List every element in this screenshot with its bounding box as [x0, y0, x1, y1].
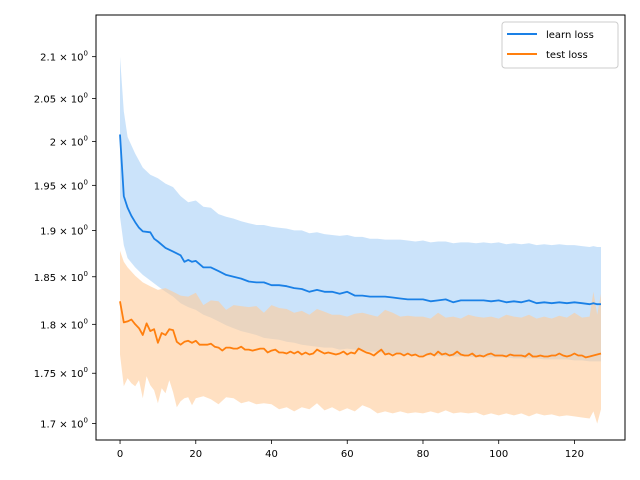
y-tick-label: 1.7 × 100 [40, 417, 88, 431]
legend-box [501, 21, 619, 69]
y-tick-label: 2.1 × 100 [40, 50, 88, 64]
x-tick-label: 100 [489, 449, 508, 460]
x-tick-label: 0 [117, 449, 123, 460]
y-tick-label: 1.85 × 100 [34, 270, 88, 284]
confidence-bands [120, 56, 601, 424]
x-tick-label: 40 [265, 449, 278, 460]
series-lines [119, 134, 602, 359]
y-axis-ticks: 1.7 × 100 1.75 × 100 1.8 × 100 1.85 × 100 1.… [34, 50, 96, 431]
band-learn-loss [120, 56, 601, 362]
x-tick-label: 80 [417, 449, 430, 460]
line-test-loss [119, 301, 602, 359]
y-tick-label: 1.9 × 100 [40, 223, 88, 237]
line-learn-loss [119, 134, 601, 306]
x-tick-label: 60 [341, 449, 354, 460]
legend-label-test-loss: test loss [546, 50, 588, 61]
y-tick-label: 2 × 100 [50, 134, 88, 148]
y-tick-label: 1.8 × 100 [40, 317, 88, 331]
y-tick-label: 1.95 × 100 [34, 178, 88, 192]
legend: learn loss test loss [501, 21, 619, 69]
x-axis-ticks: 0 20 40 60 80 100 120 [117, 440, 584, 460]
y-tick-label: 2.05 × 100 [34, 92, 88, 106]
y-tick-label: 1.75 × 100 [34, 366, 88, 380]
band-test-loss [120, 250, 601, 424]
x-tick-label: 120 [565, 449, 584, 460]
legend-label-learn-loss: learn loss [546, 30, 594, 41]
plot-frame [95, 14, 626, 441]
x-tick-label: 20 [189, 449, 202, 460]
